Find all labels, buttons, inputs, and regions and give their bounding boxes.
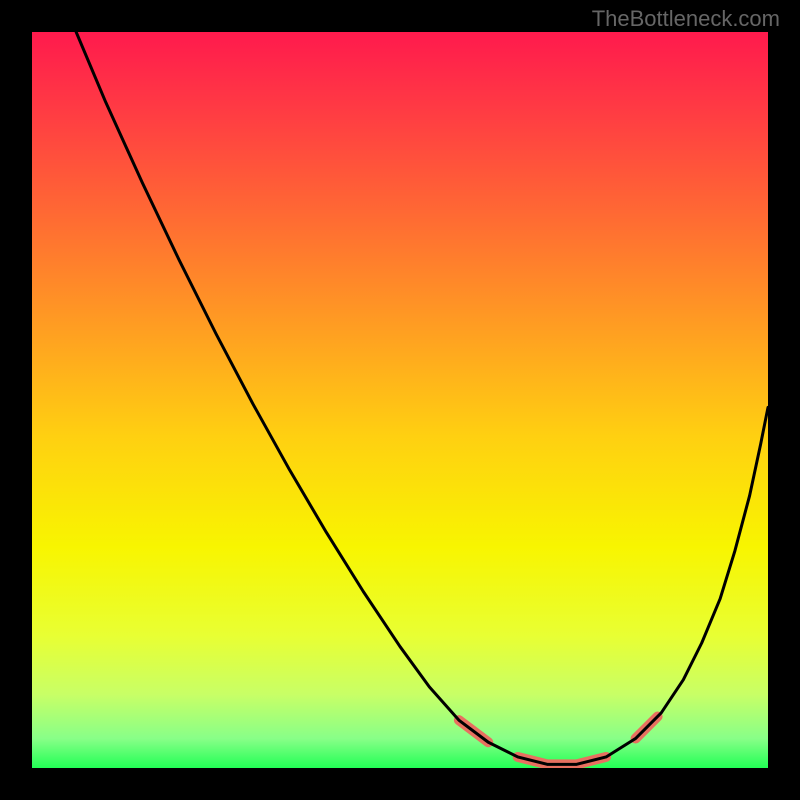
bottleneck-curve bbox=[32, 32, 768, 768]
watermark-text: TheBottleneck.com bbox=[592, 6, 780, 32]
plot-area bbox=[32, 32, 768, 768]
